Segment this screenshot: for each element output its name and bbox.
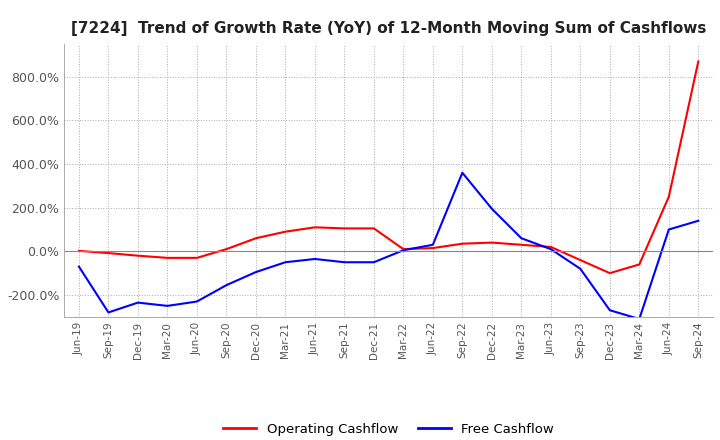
Free Cashflow	[75, 264, 84, 269]
Free Cashflow	[251, 269, 260, 275]
Free Cashflow	[134, 300, 143, 305]
Operating Cashflow	[694, 59, 703, 64]
Free Cashflow	[340, 260, 348, 265]
Operating Cashflow	[606, 271, 614, 276]
Free Cashflow	[517, 235, 526, 241]
Operating Cashflow	[222, 246, 230, 252]
Operating Cashflow	[517, 242, 526, 247]
Free Cashflow	[487, 206, 496, 211]
Operating Cashflow	[428, 246, 437, 251]
Free Cashflow	[635, 316, 644, 322]
Operating Cashflow	[340, 226, 348, 231]
Operating Cashflow	[665, 194, 673, 199]
Operating Cashflow	[281, 229, 289, 235]
Line: Operating Cashflow: Operating Cashflow	[79, 62, 698, 273]
Line: Free Cashflow: Free Cashflow	[79, 173, 698, 319]
Free Cashflow	[576, 266, 585, 271]
Free Cashflow	[694, 218, 703, 224]
Operating Cashflow	[399, 246, 408, 252]
Free Cashflow	[546, 246, 555, 252]
Free Cashflow	[163, 303, 172, 308]
Free Cashflow	[192, 299, 201, 304]
Free Cashflow	[369, 260, 378, 265]
Free Cashflow	[281, 260, 289, 265]
Operating Cashflow	[576, 257, 585, 263]
Operating Cashflow	[310, 225, 319, 230]
Operating Cashflow	[75, 248, 84, 253]
Operating Cashflow	[369, 226, 378, 231]
Free Cashflow	[222, 282, 230, 288]
Operating Cashflow	[192, 255, 201, 260]
Legend: Operating Cashflow, Free Cashflow: Operating Cashflow, Free Cashflow	[218, 418, 559, 440]
Free Cashflow	[458, 170, 467, 176]
Free Cashflow	[399, 248, 408, 253]
Operating Cashflow	[163, 255, 172, 260]
Free Cashflow	[428, 242, 437, 247]
Operating Cashflow	[104, 250, 113, 256]
Operating Cashflow	[546, 244, 555, 249]
Operating Cashflow	[487, 240, 496, 245]
Operating Cashflow	[635, 262, 644, 267]
Free Cashflow	[606, 308, 614, 313]
Free Cashflow	[310, 257, 319, 262]
Free Cashflow	[665, 227, 673, 232]
Operating Cashflow	[251, 235, 260, 241]
Free Cashflow	[104, 310, 113, 315]
Operating Cashflow	[134, 253, 143, 258]
Operating Cashflow	[458, 241, 467, 246]
Title: [7224]  Trend of Growth Rate (YoY) of 12-Month Moving Sum of Cashflows: [7224] Trend of Growth Rate (YoY) of 12-…	[71, 21, 706, 36]
